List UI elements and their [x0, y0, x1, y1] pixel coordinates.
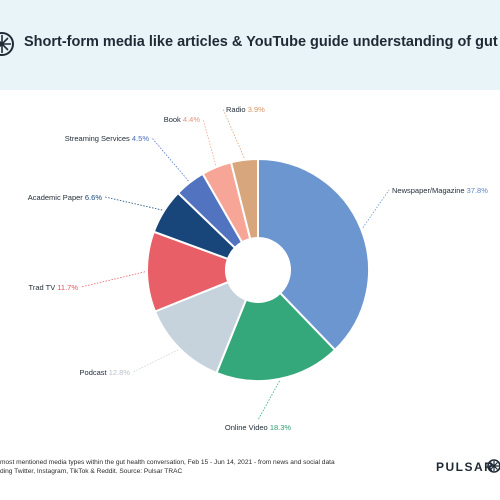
label-value-radio: 3.9% [248, 105, 265, 114]
label-online-video: Online Video 18.3% [225, 423, 292, 432]
label-category-radio: Radio [226, 105, 248, 114]
label-radio: Radio 3.9% [226, 105, 265, 114]
brand-name: PULSAR [436, 460, 495, 474]
slice-online-video [215, 291, 337, 382]
leader-line-book [202, 118, 217, 166]
slice-radio [229, 157, 259, 241]
label-value-streaming-services: 4.5% [132, 134, 149, 143]
header-banner: Short-form media like articles & YouTube… [0, 0, 500, 90]
chart-footnote: most mentioned media types within the gu… [0, 458, 400, 476]
label-category-book: Book [164, 115, 183, 124]
label-category-online-video: Online Video [225, 423, 270, 432]
label-podcast: Podcast 12.8% [80, 368, 131, 377]
label-value-academic-paper: 6.6% [85, 193, 102, 202]
label-category-academic-paper: Academic Paper [28, 193, 85, 202]
leader-line-online-video [257, 380, 280, 421]
slice-newspaper-magazine [257, 157, 370, 352]
leader-line-academic-paper [104, 196, 163, 211]
chart-title: Short-form media like articles & YouTube… [24, 34, 500, 50]
pulsar-brand-icon [487, 459, 500, 473]
label-value-trad-tv: 11.7% [57, 283, 78, 292]
leader-line-trad-tv [80, 271, 146, 288]
label-value-online-video: 18.3% [270, 423, 292, 432]
label-trad-tv: Trad TV 11.7% [29, 283, 79, 292]
label-category-podcast: Podcast [80, 368, 109, 377]
label-value-book: 4.4% [183, 115, 200, 124]
label-category-trad-tv: Trad TV [29, 283, 58, 292]
label-academic-paper: Academic Paper 6.6% [28, 193, 103, 202]
leader-line-newspaper-magazine [362, 189, 390, 228]
label-category-streaming-services: Streaming Services [65, 134, 132, 143]
leader-line-streaming-services [151, 137, 189, 182]
donut-chart: Newspaper/Magazine 37.8% Online Video 18.… [28, 105, 488, 432]
pulsar-logo-icon [0, 32, 14, 56]
label-value-podcast: 12.8% [109, 368, 131, 377]
label-newspaper-magazine: Newspaper/Magazine 37.8% [392, 186, 488, 195]
label-book: Book 4.4% [164, 115, 201, 124]
slice-podcast [153, 280, 248, 375]
leader-line-radio [222, 108, 245, 159]
label-value-newspaper-magazine: 37.8% [467, 186, 489, 195]
label-category-newspaper-magazine: Newspaper/Magazine [392, 186, 467, 195]
leader-line-podcast [132, 349, 179, 373]
footnote-line-1: most mentioned media types within the gu… [0, 459, 335, 466]
label-streaming-services: Streaming Services 4.5% [65, 134, 150, 143]
footnote-line-2: ding Twitter, Instagram, TikTok & Reddit… [0, 468, 183, 475]
